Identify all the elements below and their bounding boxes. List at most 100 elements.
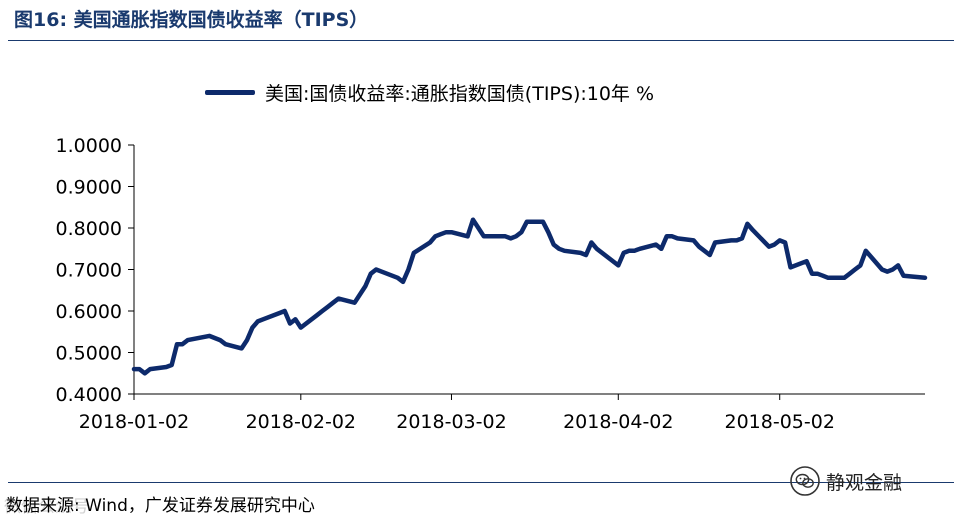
data-point bbox=[359, 293, 361, 295]
data-point bbox=[246, 339, 248, 341]
y-tick-label: 0.5000 bbox=[56, 343, 122, 365]
figure-header: 图16: 美国通胀指数国债收益率（TIPS） bbox=[0, 0, 962, 36]
data-point bbox=[515, 235, 517, 237]
data-point bbox=[730, 239, 732, 241]
data-point bbox=[671, 235, 673, 237]
data-point bbox=[402, 281, 404, 283]
data-point bbox=[741, 237, 743, 239]
data-point bbox=[655, 244, 657, 246]
data-point bbox=[477, 227, 479, 229]
y-tick-label: 0.8000 bbox=[56, 218, 122, 240]
data-point bbox=[257, 320, 259, 322]
data-point bbox=[816, 273, 819, 275]
data-point bbox=[450, 231, 453, 233]
data-point bbox=[472, 219, 474, 221]
wechat-icon bbox=[790, 466, 820, 496]
data-point bbox=[822, 275, 824, 277]
data-point bbox=[332, 302, 334, 304]
data-point bbox=[370, 273, 372, 275]
data-point bbox=[714, 241, 716, 244]
data-point bbox=[278, 312, 280, 314]
data-point bbox=[542, 221, 544, 223]
data-point bbox=[321, 310, 323, 312]
data-point bbox=[779, 239, 781, 241]
data-point bbox=[208, 335, 210, 337]
source-note: 数据来源: Wind，广发证券发展研究中心 bbox=[6, 496, 315, 516]
data-point bbox=[676, 237, 679, 239]
data-point bbox=[617, 264, 619, 266]
data-point bbox=[585, 254, 587, 256]
data-point bbox=[488, 235, 490, 237]
data-point bbox=[924, 277, 926, 279]
data-point bbox=[736, 239, 738, 241]
data-point bbox=[693, 239, 695, 241]
watermark-text: 静观金融 bbox=[826, 471, 903, 494]
data-point bbox=[181, 343, 183, 345]
data-point bbox=[337, 298, 340, 300]
data-point bbox=[849, 273, 851, 275]
data-point bbox=[165, 366, 167, 368]
data-point bbox=[294, 318, 296, 320]
data-point bbox=[504, 235, 506, 237]
data-point bbox=[628, 250, 630, 252]
data-point bbox=[843, 277, 845, 279]
data-point bbox=[639, 248, 641, 250]
data-point bbox=[467, 235, 469, 237]
data-point bbox=[397, 277, 399, 279]
data-point bbox=[176, 343, 178, 345]
y-tick-label: 0.4000 bbox=[56, 384, 122, 406]
data-point bbox=[773, 244, 775, 246]
data-point bbox=[881, 268, 883, 271]
data-point bbox=[144, 372, 146, 374]
x-tick-label: 2018-01-02 bbox=[79, 411, 189, 433]
x-tick-label: 2018-05-02 bbox=[725, 411, 835, 433]
data-point bbox=[316, 314, 318, 316]
data-point bbox=[219, 339, 221, 341]
data-point bbox=[413, 252, 415, 254]
data-point bbox=[510, 237, 512, 239]
figure-title: 图16: 美国通胀指数国债收益率（TIPS） bbox=[14, 9, 369, 31]
footer-rule bbox=[8, 482, 954, 483]
data-point bbox=[789, 266, 792, 268]
y-tick-label: 0.7000 bbox=[56, 260, 122, 282]
header-rule bbox=[8, 40, 954, 41]
y-tick-label: 0.6000 bbox=[56, 301, 122, 323]
data-point bbox=[580, 252, 582, 254]
data-point bbox=[375, 268, 377, 271]
data-point bbox=[698, 246, 700, 248]
x-tick-label: 2018-04-02 bbox=[563, 411, 673, 433]
data-point bbox=[149, 368, 151, 370]
data-point bbox=[407, 268, 409, 271]
data-point bbox=[806, 260, 808, 262]
data-point bbox=[133, 368, 135, 370]
data-point bbox=[784, 241, 786, 244]
data-point bbox=[854, 268, 856, 271]
data-point bbox=[300, 327, 302, 329]
data-point bbox=[434, 235, 436, 237]
data-point bbox=[284, 310, 286, 312]
watermark-left: 微信公众号 bbox=[4, 497, 89, 517]
data-point bbox=[752, 229, 754, 231]
data-point bbox=[262, 318, 264, 320]
data-point bbox=[483, 235, 485, 237]
data-point bbox=[558, 248, 560, 250]
data-point bbox=[827, 277, 829, 279]
data-point bbox=[547, 231, 549, 233]
x-tick-label: 2018-03-02 bbox=[396, 411, 506, 433]
data-point bbox=[214, 337, 216, 339]
data-point bbox=[364, 285, 366, 287]
data-point bbox=[886, 271, 888, 273]
data-point bbox=[429, 241, 431, 244]
x-tick-label: 2018-02-02 bbox=[246, 411, 356, 433]
data-point bbox=[865, 250, 867, 252]
data-point bbox=[892, 268, 894, 271]
data-point bbox=[520, 231, 523, 233]
data-point bbox=[354, 302, 356, 304]
data-point bbox=[660, 248, 662, 250]
data-point bbox=[633, 250, 636, 252]
data-point bbox=[902, 275, 905, 277]
data-point bbox=[897, 264, 899, 266]
data-point bbox=[746, 223, 749, 225]
data-point bbox=[666, 235, 668, 237]
